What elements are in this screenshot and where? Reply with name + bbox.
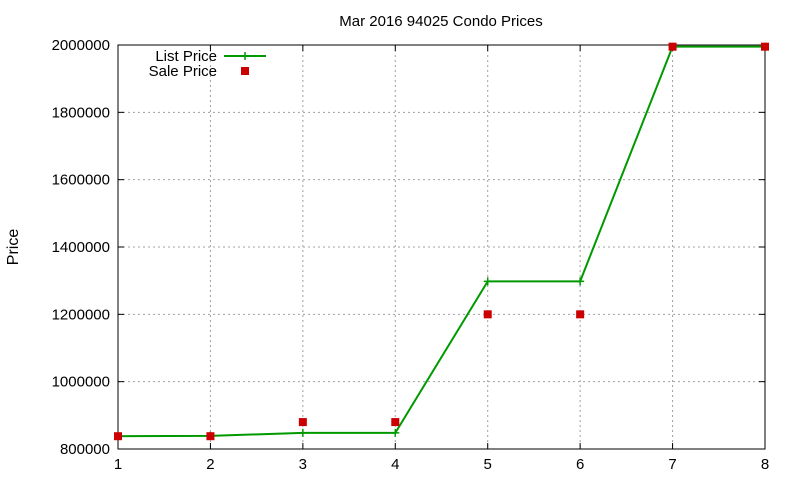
x-tick-label: 3 [299,456,307,473]
list-price-point [391,428,400,437]
sale-price-point [668,42,677,51]
chart-title: Mar 2016 94025 Condo Prices [339,13,542,30]
list-price-line [117,45,765,438]
legend-marker-sale-price [241,67,249,75]
y-tick-label: 2000000 [52,37,110,54]
x-tick-label: 7 [668,456,676,473]
x-tick-label: 6 [576,456,584,473]
x-tick-label: 2 [206,456,214,473]
y-tick-label: 1800000 [52,104,110,121]
sale-price-point [761,42,769,51]
y-tick-label: 800000 [60,441,110,458]
sale-price-point [391,418,400,427]
grid-lines [118,45,765,449]
x-tick-label: 5 [484,456,492,473]
legend-label-list-price: List Price [155,48,217,65]
x-tick-label: 4 [391,456,399,473]
y-tick-label: 1000000 [52,374,110,391]
plot-frame [117,44,766,450]
sale-price-point [206,432,215,441]
legend: List Price Sale Price [149,48,266,80]
y-tick-label: 1200000 [52,306,110,323]
x-tick-label: 1 [114,456,122,473]
x-tick-label: 8 [761,456,769,473]
axis-ticks: 1 2 3 4 5 6 7 8 800000 1000000 1200000 1400000 16000… [52,37,770,473]
legend-marker-list-price [241,52,249,60]
series-layer [114,42,769,441]
sale-price-point [114,432,122,441]
sale-price-point [298,418,307,427]
list-price-point [483,277,492,286]
list-price-point [576,277,585,286]
sale-price-point [576,310,585,319]
sale-price-point [483,310,492,319]
y-tick-label: 1600000 [52,172,110,189]
list-price-point [298,428,307,437]
legend-label-sale-price: Sale Price [149,63,217,80]
y-tick-label: 1400000 [52,239,110,256]
y-axis-label: Price [5,229,22,266]
